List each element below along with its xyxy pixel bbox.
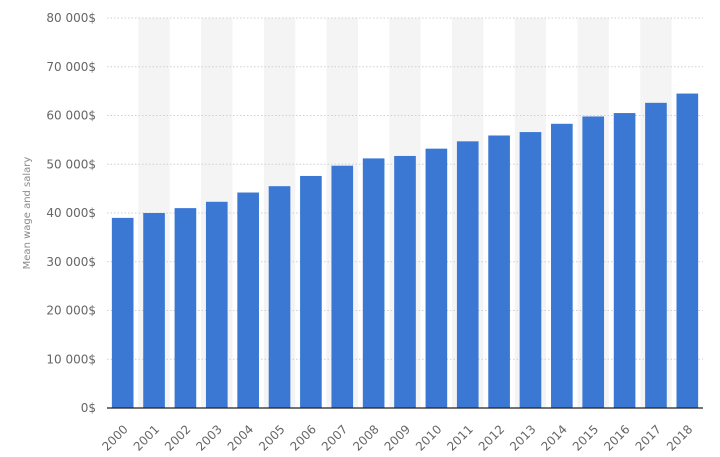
bar-2012 (488, 135, 510, 409)
x-tick-label: 2002 (162, 422, 193, 453)
x-tick-label: 2018 (664, 422, 695, 453)
x-tick-label: 2008 (350, 422, 381, 453)
y-tick-labels: 0$ 10 000$ 20 000$ 30 000$ 40 000$ 50 000$ 60 … (46, 11, 96, 415)
bar-2009 (394, 155, 416, 408)
bar-2014 (551, 123, 573, 408)
x-tick-label: 2012 (476, 422, 507, 453)
bar-2016 (613, 113, 636, 408)
bar-2003 (205, 201, 228, 408)
bar-2000 (111, 217, 134, 408)
x-tick-label: 2005 (256, 422, 287, 453)
y-tick-label: 0$ (81, 401, 96, 415)
bar-2006 (300, 175, 322, 408)
bar-2018 (676, 93, 699, 408)
bar-2010 (425, 148, 448, 408)
bar-2002 (174, 208, 197, 408)
bars (111, 93, 699, 409)
x-tick-label: 2013 (507, 422, 538, 453)
bar-2015 (582, 116, 605, 408)
x-tick-labels: 2000 2001 2002 2003 2004 2005 2006 2007 2008 2009… (99, 422, 695, 453)
x-tick-label: 2004 (225, 422, 256, 453)
x-tick-label: 2009 (382, 422, 413, 453)
y-tick-label: 80 000$ (46, 11, 96, 25)
y-tick-label: 60 000$ (46, 109, 96, 123)
x-tick-label: 2003 (193, 422, 224, 453)
bar-2013 (519, 132, 542, 408)
y-tick-label: 10 000$ (46, 352, 96, 366)
y-tick-label: 70 000$ (46, 60, 96, 74)
bar-2001 (143, 213, 165, 408)
y-tick-label: 40 000$ (46, 206, 96, 220)
x-tick-label: 2016 (601, 422, 632, 453)
x-tick-label: 2010 (413, 422, 444, 453)
x-tick-label: 2014 (538, 422, 569, 453)
y-axis-title: Mean wage and salary (22, 157, 33, 270)
bar-2008 (362, 158, 385, 408)
x-tick-label: 2000 (99, 422, 130, 453)
bar-2017 (645, 102, 667, 408)
x-tick-label: 2007 (319, 422, 350, 453)
bar-2005 (268, 186, 291, 408)
x-tick-label: 2006 (288, 422, 319, 453)
bar-2007 (331, 165, 354, 408)
x-tick-label: 2015 (570, 422, 601, 453)
y-tick-label: 20 000$ (46, 304, 96, 318)
y-tick-label: 30 000$ (46, 255, 96, 269)
x-tick-label: 2001 (131, 422, 162, 453)
x-tick-label: 2011 (444, 422, 475, 453)
bar-2004 (237, 192, 259, 408)
x-tick-label: 2017 (633, 422, 664, 453)
y-tick-label: 50 000$ (46, 157, 96, 171)
bar-2011 (456, 141, 479, 408)
